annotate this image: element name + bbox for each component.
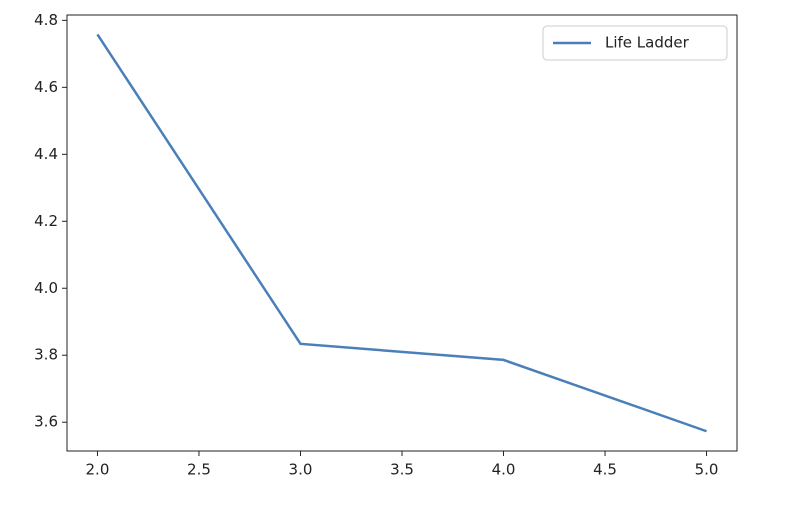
x-tick-label: 2.0 <box>86 461 110 479</box>
y-tick-label: 4.2 <box>34 212 58 230</box>
x-tick-label: 5.0 <box>695 461 719 479</box>
legend-box <box>542 25 728 61</box>
x-tick-label: 4.0 <box>492 461 516 479</box>
y-tick-label: 4.8 <box>34 11 58 29</box>
plot-frame <box>66 14 738 452</box>
y-tick-label: 4.4 <box>34 145 58 163</box>
x-tick-label: 2.5 <box>187 461 211 479</box>
x-tick-label: 4.5 <box>593 461 617 479</box>
y-tick-label: 4.0 <box>34 279 58 297</box>
x-tick-label: 3.0 <box>289 461 313 479</box>
y-tick-label: 3.6 <box>34 413 58 431</box>
y-tick-label: 4.6 <box>34 78 58 96</box>
y-tick-label: 3.8 <box>34 346 58 364</box>
line <box>96 33 707 433</box>
legend-label: Life Ladder <box>605 34 690 52</box>
x-tick-label: 3.5 <box>390 461 414 479</box>
